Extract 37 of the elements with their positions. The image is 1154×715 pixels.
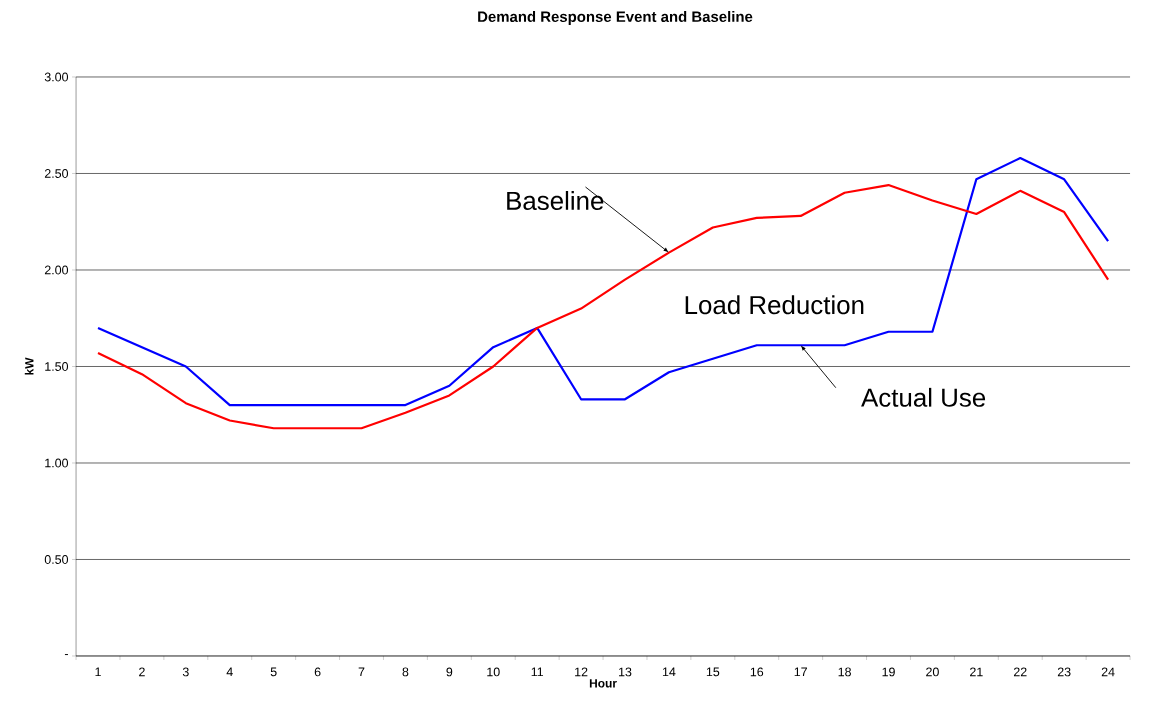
x-tick-label: 22 <box>1013 667 1027 677</box>
y-tick-label: - <box>64 654 68 656</box>
y-tick-label: 3.00 <box>44 72 69 82</box>
x-tick-label: 18 <box>838 667 851 677</box>
x-tick-label: 13 <box>619 667 632 677</box>
y-tick-label: 1.50 <box>45 362 69 371</box>
x-tick-label: 24 <box>1101 667 1115 677</box>
y-tick-label: 2.00 <box>44 265 69 275</box>
annotation: Baseline <box>507 191 604 211</box>
x-tick-label: 9 <box>446 667 453 677</box>
x-tick-label: 8 <box>402 667 409 677</box>
x-tick-label: 7 <box>358 667 365 677</box>
chart-title: Demand Response Event and Baseline <box>478 11 753 25</box>
x-tick-label: 21 <box>970 667 983 677</box>
x-tick-label: 4 <box>226 667 233 677</box>
y-tick-label: 2.50 <box>44 169 69 178</box>
x-tick-label: 23 <box>1057 667 1071 677</box>
x-tick-label: 3 <box>182 667 189 677</box>
y-axis-title: kW <box>24 357 34 375</box>
x-axis-title: Hour <box>589 679 617 688</box>
annotation: Actual Use <box>861 387 986 407</box>
x-tick-label: 11 <box>531 667 544 677</box>
x-tick-label: 17 <box>794 667 807 677</box>
x-tick-label: 2 <box>139 667 145 677</box>
annotation: Load Reduction <box>685 295 864 315</box>
x-tick-label: 15 <box>706 667 720 677</box>
x-tick-label: 14 <box>662 667 676 677</box>
x-tick-label: 20 <box>926 667 939 677</box>
x-tick-label: 5 <box>270 667 277 677</box>
y-tick-label: 0.50 <box>44 555 69 564</box>
x-tick-label: 1 <box>95 667 101 677</box>
y-tick-label: 1.00 <box>45 458 69 468</box>
x-tick-label: 16 <box>750 667 764 677</box>
x-tick-label: 12 <box>575 667 588 677</box>
x-tick-label: 19 <box>882 667 895 677</box>
x-tick-label: 10 <box>487 667 500 677</box>
x-tick-label: 6 <box>314 667 321 677</box>
